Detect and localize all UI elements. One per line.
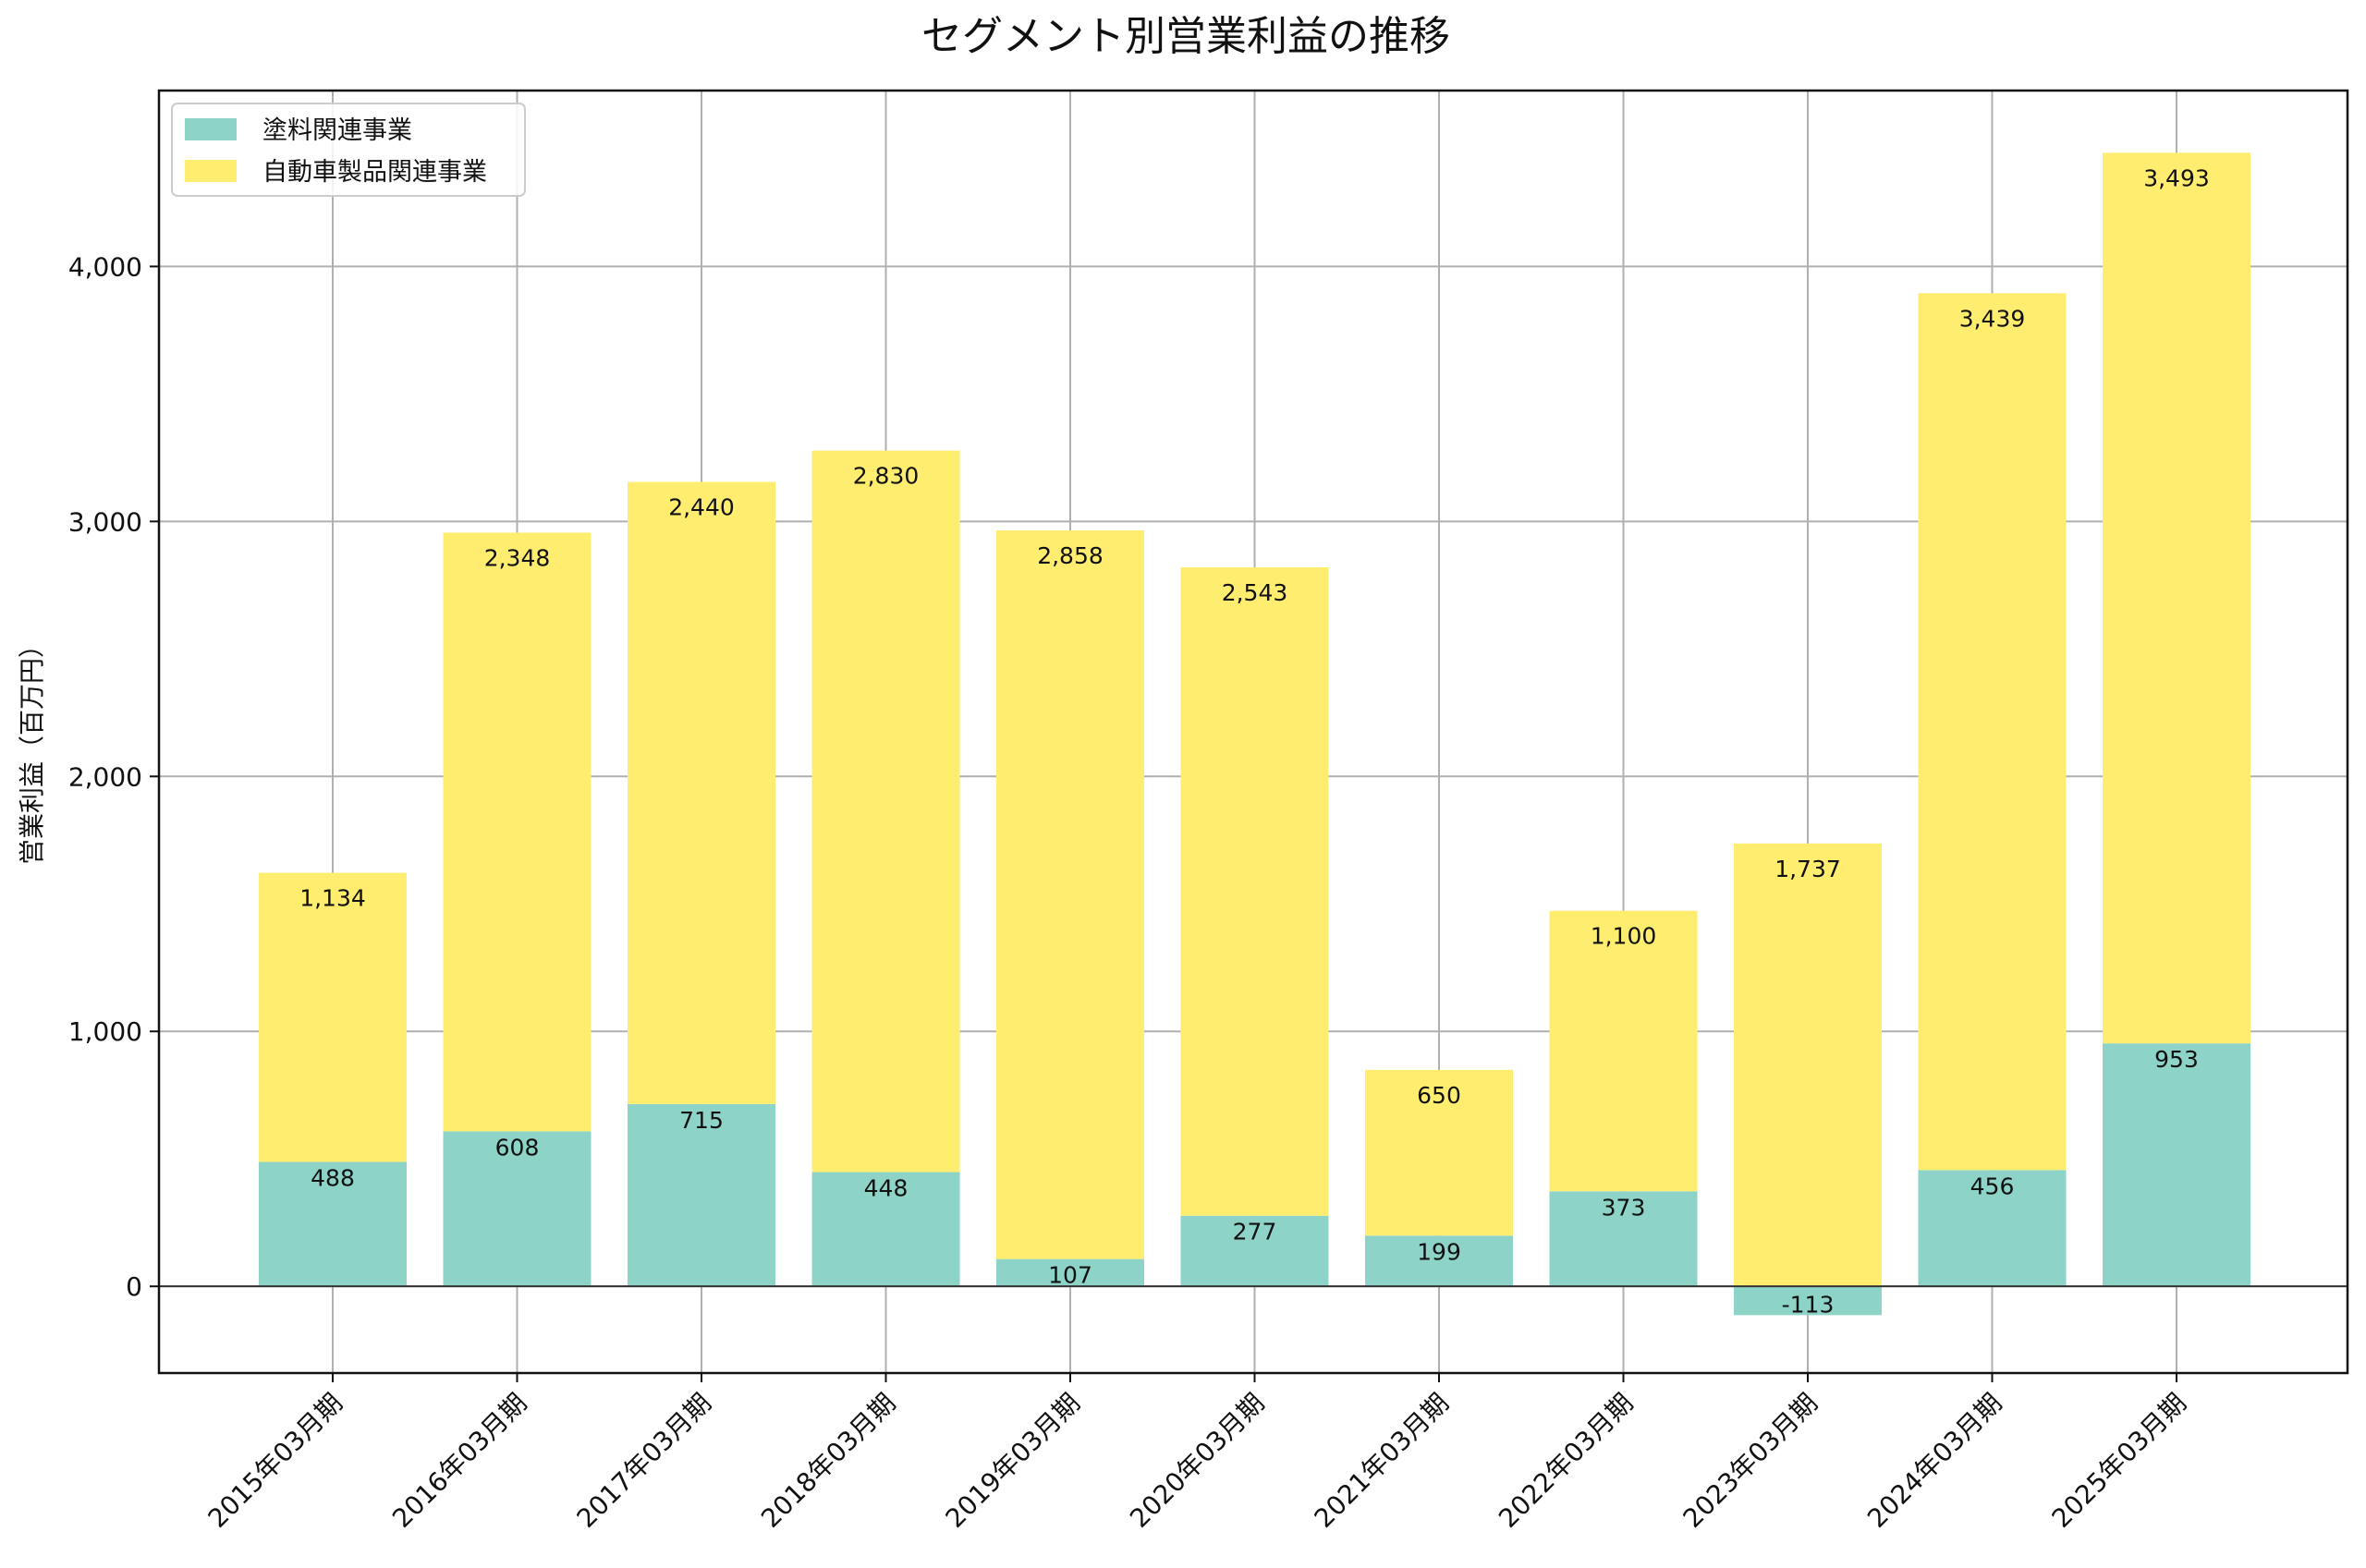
bar-segment-4-1 (811, 1172, 960, 1287)
x-tick-label: 2024年03月期 (1861, 1388, 2007, 1534)
data-label-6-1: 277 (1233, 1219, 1277, 1246)
bar-segment-8-2 (1549, 910, 1698, 1192)
legend-label-2: 自動車製品関連事業 (262, 158, 487, 187)
bar-segment-6-2 (1180, 567, 1329, 1216)
legend-label-1: 塗料関連事業 (262, 116, 412, 145)
bar-segment-7-1 (1365, 1235, 1513, 1287)
labels-layer: 488 1,134 608 2,348 715 2,440 448 2,830 107 2,858… (299, 164, 2210, 1318)
bar-segment-1-1 (259, 1161, 407, 1287)
data-label-11-2: 3,493 (2143, 164, 2210, 191)
data-label-3-2: 2,440 (668, 494, 735, 521)
plot-frame (157, 89, 2349, 1375)
x-tick-label: 2018年03月期 (755, 1388, 901, 1534)
legend-swatch-2 (185, 160, 237, 182)
data-label-2-2: 2,348 (484, 544, 551, 571)
bar-segment-11-1 (2103, 1043, 2250, 1287)
data-label-10-2: 3,439 (1959, 305, 2026, 332)
legend-box (171, 103, 526, 197)
bars-layer (259, 152, 2250, 1316)
data-label-5-2: 2,858 (1037, 542, 1104, 569)
chart-title: セグメント別営業利益の推移 (921, 13, 1450, 60)
y-tick-label: 4,000 (68, 251, 142, 282)
bar-segment-6-1 (1180, 1215, 1329, 1287)
bar-segment-8-1 (1549, 1191, 1698, 1287)
data-label-8-2: 1,100 (1591, 923, 1657, 950)
data-label-6-2: 2,543 (1222, 579, 1288, 606)
bar-segment-3-1 (628, 1103, 775, 1287)
bar-segment-4-2 (811, 450, 960, 1173)
x-tick-label: 2015年03月期 (202, 1388, 348, 1534)
data-label-11-1: 953 (2154, 1046, 2199, 1073)
bar-segment-1-2 (259, 872, 407, 1162)
bar-segment-2-2 (443, 532, 592, 1132)
legend-swatch-1 (185, 118, 237, 140)
bar-segment-10-2 (1918, 293, 2067, 1171)
data-label-7-1: 199 (1417, 1238, 1461, 1265)
y-tick-label: 3,000 (68, 506, 142, 537)
x-tick-label: 2016年03月期 (386, 1388, 532, 1534)
y-tick-label: 0 (126, 1271, 142, 1302)
x-tick-label: 2023年03月期 (1677, 1388, 1823, 1534)
data-label-9-1: -113 (1782, 1291, 1835, 1318)
x-tick-label: 2021年03月期 (1309, 1388, 1455, 1534)
x-tick-label: 2025年03月期 (2046, 1388, 2192, 1534)
x-tick-label: 2017年03月期 (571, 1388, 717, 1534)
x-tick-label: 2022年03月期 (1493, 1388, 1639, 1534)
bar-segment-7-2 (1365, 1069, 1513, 1236)
bar-segment-5-1 (996, 1258, 1144, 1287)
data-label-1-2: 1,134 (299, 885, 366, 912)
x-tick-label: 2020年03月期 (1124, 1388, 1270, 1534)
data-label-3-1: 715 (679, 1107, 724, 1134)
data-label-4-1: 448 (864, 1175, 909, 1202)
data-label-8-1: 373 (1602, 1194, 1646, 1221)
bar-segment-11-2 (2103, 152, 2250, 1044)
y-tick-label: 1,000 (68, 1016, 142, 1047)
bar-segment-9-2 (1734, 843, 1882, 1287)
data-label-7-2: 650 (1417, 1082, 1461, 1109)
data-label-2-1: 608 (495, 1134, 540, 1161)
data-label-9-2: 1,737 (1774, 856, 1841, 882)
bar-segment-5-2 (996, 530, 1144, 1259)
data-label-10-1: 456 (1970, 1173, 2015, 1199)
bar-segment-9-1 (1734, 1286, 1882, 1316)
x-tick-label: 2019年03月期 (940, 1388, 1086, 1534)
bar-segment-10-1 (1918, 1170, 2067, 1287)
y-tick-label: 2,000 (68, 761, 142, 792)
data-label-1-1: 488 (311, 1165, 355, 1192)
y-axis-label: 営業利益（百万円） (17, 632, 47, 865)
bar-segment-3-2 (628, 481, 775, 1104)
data-label-4-2: 2,830 (853, 463, 920, 490)
data-label-5-1: 107 (1048, 1262, 1092, 1289)
bar-segment-2-1 (443, 1131, 592, 1287)
